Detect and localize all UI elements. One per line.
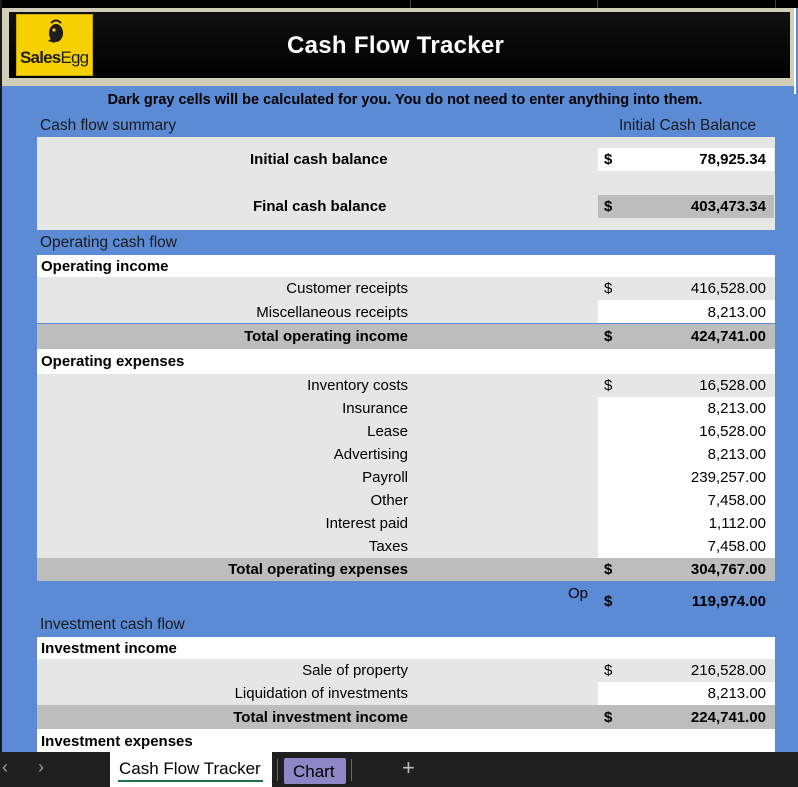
liquidation-of-investments-label: Liquidation of investments bbox=[234, 685, 408, 702]
grid-line bbox=[410, 0, 411, 8]
add-sheet-icon[interactable]: + bbox=[402, 755, 415, 780]
total-operating-expenses-value: 304,767.00 bbox=[690, 561, 766, 578]
customer-receipts-value[interactable]: 416,528.00 bbox=[690, 280, 766, 297]
tab-cash-flow-tracker-label: Cash Flow Tracker bbox=[119, 759, 261, 778]
total-operating-expenses-label: Total operating expenses bbox=[228, 561, 408, 578]
operating-income-header-row bbox=[37, 255, 775, 277]
sale-of-property-label: Sale of property bbox=[302, 662, 408, 679]
header-bar: SalesEgg Cash Flow Tracker bbox=[9, 12, 790, 78]
net-operating-label: Op bbox=[568, 585, 589, 602]
scroll-tabs-right-icon[interactable]: › bbox=[38, 757, 44, 777]
operating-income-value-cell bbox=[598, 300, 775, 323]
initial-balance-cell[interactable] bbox=[598, 148, 774, 171]
operating-expenses-header: Operating expenses bbox=[41, 353, 185, 370]
sheet-tab-bar: ‹ › Cash Flow Tracker Chart + bbox=[0, 752, 798, 787]
sheet-top-strip bbox=[0, 0, 798, 8]
insurance-label: Insurance bbox=[342, 400, 408, 417]
investment-income-value-cell bbox=[598, 682, 775, 705]
customer-receipts-currency: $ bbox=[604, 280, 613, 297]
net-operating-currency: $ bbox=[604, 593, 613, 610]
net-operating-value: 119,974.00 bbox=[691, 593, 766, 610]
operating-income-labels-block bbox=[37, 277, 598, 323]
operating-expenses-value-cell bbox=[598, 374, 775, 397]
total-operating-income-currency: $ bbox=[604, 328, 613, 345]
salesegg-logo: SalesEgg bbox=[16, 14, 93, 76]
payroll-label: Payroll bbox=[362, 469, 408, 486]
investment-income-header: Investment income bbox=[41, 640, 177, 657]
miscellaneous-receipts-value[interactable]: 8,213.00 bbox=[707, 304, 766, 321]
payroll-value[interactable]: 239,257.00 bbox=[690, 469, 766, 486]
advertising-value[interactable]: 8,213.00 bbox=[707, 446, 766, 463]
section-cash-flow-summary: Cash flow summary bbox=[40, 117, 177, 134]
sale-of-property-currency: $ bbox=[604, 662, 613, 679]
operating-expenses-labels-block bbox=[37, 374, 598, 558]
active-tab-underline bbox=[118, 780, 263, 782]
investment-expenses-header-row bbox=[37, 729, 775, 752]
investment-expenses-header: Investment expenses bbox=[41, 733, 193, 750]
total-operating-income-value: 424,741.00 bbox=[690, 328, 766, 345]
inventory-costs-value[interactable]: 16,528.00 bbox=[699, 377, 766, 394]
egg-bird-icon bbox=[48, 19, 63, 43]
total-investment-income-value: 224,741.00 bbox=[690, 709, 766, 726]
investment-income-header-row bbox=[37, 637, 775, 659]
total-operating-income-label: Total operating income bbox=[244, 328, 408, 345]
tab-chart[interactable]: Chart bbox=[284, 758, 346, 784]
final-balance-cell bbox=[598, 195, 774, 218]
inventory-costs-label: Inventory costs bbox=[307, 377, 408, 394]
customer-receipts-label: Customer receipts bbox=[286, 280, 408, 297]
interest-paid-label: Interest paid bbox=[325, 515, 408, 532]
other-value[interactable]: 7,458.00 bbox=[707, 492, 766, 509]
investment-income-value-cell bbox=[598, 659, 775, 682]
page-title: Cash Flow Tracker bbox=[287, 32, 505, 59]
lease-label: Lease bbox=[367, 423, 408, 440]
logo-text-sales: Sales bbox=[20, 48, 61, 67]
total-operating-income-row bbox=[37, 324, 775, 349]
initial-cash-balance-value[interactable]: 78,925.34 bbox=[699, 151, 766, 168]
investment-income-labels-block bbox=[37, 659, 598, 705]
final-cash-balance-label: Final cash balance bbox=[253, 198, 387, 215]
scroll-tabs-left-icon[interactable]: ‹ bbox=[2, 757, 8, 777]
advertising-label: Advertising bbox=[333, 446, 408, 463]
operating-expenses-values-block bbox=[598, 397, 775, 558]
grid-line bbox=[597, 0, 598, 8]
total-investment-income-label: Total investment income bbox=[233, 709, 408, 726]
tab-separator bbox=[277, 759, 278, 781]
tab-separator bbox=[351, 759, 352, 781]
instruction-note: Dark gray cells will be calculated for y… bbox=[107, 92, 703, 108]
initial-cash-balance-caption: Initial Cash Balance bbox=[619, 117, 756, 134]
inventory-costs-currency: $ bbox=[604, 377, 613, 394]
insurance-value[interactable]: 8,213.00 bbox=[707, 400, 766, 417]
operating-income-header: Operating income bbox=[41, 258, 169, 275]
grid-line bbox=[775, 0, 776, 8]
liquidation-of-investments-value[interactable]: 8,213.00 bbox=[707, 685, 766, 702]
header-banner: SalesEgg Cash Flow Tracker bbox=[2, 8, 796, 94]
miscellaneous-receipts-label: Miscellaneous receipts bbox=[256, 304, 408, 321]
total-operating-expenses-row bbox=[37, 558, 775, 581]
sale-of-property-value[interactable]: 216,528.00 bbox=[690, 662, 766, 679]
other-label: Other bbox=[370, 492, 408, 509]
final-cash-balance-currency: $ bbox=[604, 198, 613, 215]
logo-text-egg: Egg bbox=[60, 48, 89, 67]
logo-text: SalesEgg bbox=[20, 48, 89, 68]
final-cash-balance-value: 403,473.34 bbox=[690, 198, 766, 215]
taxes-value[interactable]: 7,458.00 bbox=[707, 538, 766, 555]
taxes-label: Taxes bbox=[368, 538, 408, 555]
total-investment-income-currency: $ bbox=[604, 709, 613, 726]
initial-cash-balance-label: Initial cash balance bbox=[250, 151, 388, 168]
section-investment-cash-flow: Investment cash flow bbox=[40, 616, 185, 633]
lease-value[interactable]: 16,528.00 bbox=[699, 423, 766, 440]
initial-cash-balance-currency: $ bbox=[604, 151, 613, 168]
row-gutter bbox=[0, 0, 2, 752]
operating-income-value-cell bbox=[598, 277, 775, 300]
tab-cash-flow-tracker[interactable]: Cash Flow Tracker bbox=[110, 752, 272, 787]
total-operating-expenses-currency: $ bbox=[604, 561, 613, 578]
interest-paid-value[interactable]: 1,112.00 bbox=[708, 515, 766, 532]
operating-expenses-header-row bbox=[37, 349, 775, 374]
section-operating-cash-flow: Operating cash flow bbox=[40, 234, 177, 251]
total-investment-income-row bbox=[37, 705, 775, 729]
tab-chart-label: Chart bbox=[293, 762, 335, 781]
divider bbox=[794, 8, 796, 94]
